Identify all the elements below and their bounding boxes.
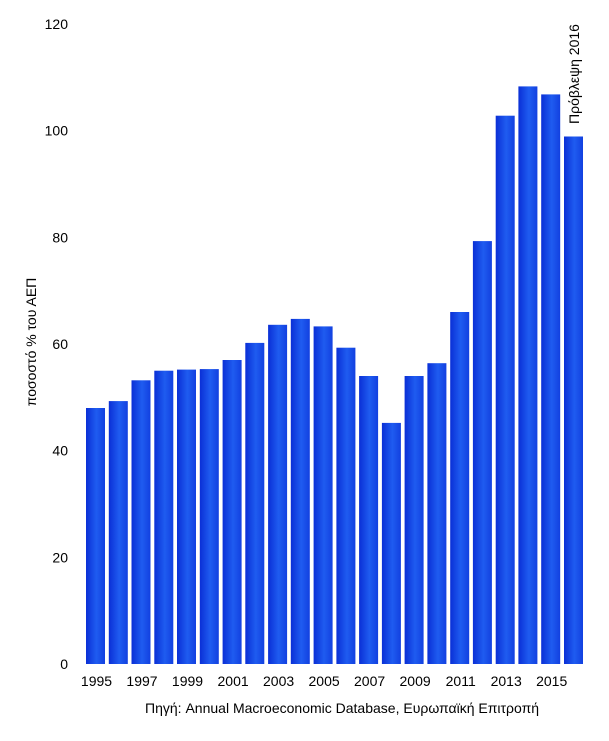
bar-2012 [472,241,492,664]
x-tick-label: 1995 [81,673,112,689]
forecast-annotation: Πρόβλεψη 2016 [566,24,582,124]
y-tick-label: 40 [52,443,68,459]
bar-2000 [199,369,219,664]
bar-2011 [450,312,470,664]
bar-2008 [381,422,401,664]
y-tick-label: 20 [52,549,68,565]
bars-group [86,86,583,664]
bar-2016 [564,136,583,664]
bar-1997 [131,380,151,664]
bar-1996 [108,401,128,664]
bar-1998 [154,370,174,664]
x-tick-label: 2003 [263,673,294,689]
bar-2003 [268,324,288,664]
bar-1995 [86,408,105,664]
bar-2015 [541,94,561,664]
bar-2014 [518,86,538,664]
y-axis-title: ποσοστό % του ΑΕΠ [23,278,39,407]
x-tick-label: 1997 [126,673,157,689]
x-tick-label: 2011 [446,673,476,689]
x-tick-label: 2013 [491,673,522,689]
bar-2013 [495,115,515,664]
bar-2002 [245,342,265,664]
bar-2004 [290,318,310,664]
source-note: Πηγή: Annual Macroeconomic Database, Ευρ… [145,700,540,716]
y-tick-label: 100 [45,123,69,139]
y-tick-label: 0 [60,656,68,672]
x-tick-label: 2001 [218,673,249,689]
bar-2009 [404,376,424,664]
x-tick-label: 2015 [536,673,567,689]
y-axis: 0 20 40 60 80 100 120 [45,16,69,672]
bar-1999 [177,369,196,664]
y-tick-label: 120 [45,16,69,32]
bar-2001 [222,360,242,664]
x-tick-label: 2009 [400,673,431,689]
bar-2006 [336,347,356,664]
x-axis: 1995 1997 1999 2001 2003 2005 2007 2009 2011 2013… [81,673,568,689]
y-tick-label: 60 [52,336,68,352]
bar-2007 [359,376,379,664]
x-tick-label: 1999 [172,673,203,689]
bar-2005 [313,326,333,664]
x-tick-label: 2005 [309,673,340,689]
x-tick-label: 2007 [354,673,385,689]
bar-2010 [427,363,447,664]
y-tick-label: 80 [52,229,68,245]
